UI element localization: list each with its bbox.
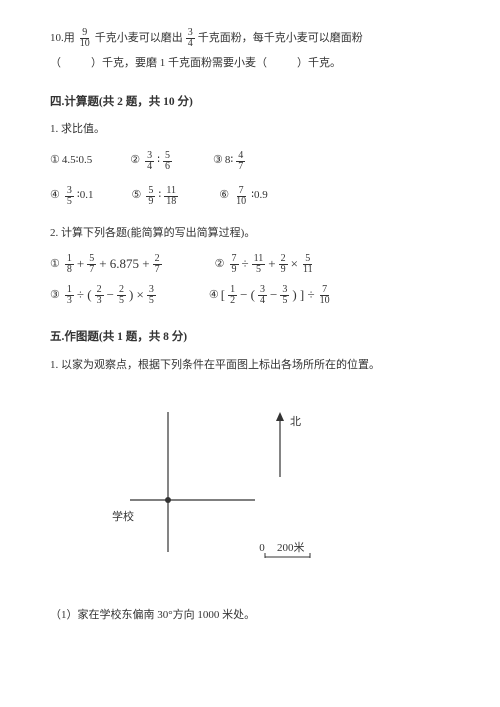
ratio-item-1: ① 4.5∶0.5 — [50, 152, 92, 170]
section5-q1: 1. 以家为观察点，根据下列条件在平面图上标出各场所所在的位置。 — [50, 357, 450, 375]
section5-sub1: （1）家在学校东偏南 30°方向 1000 米处。 — [50, 607, 450, 625]
ratio-row2: ④ 35 ∶0.1 ⑤ 59 ∶ 1118 ⑥ 710 ∶0.9 — [50, 186, 450, 207]
q10-line2: （ ）千克，要磨 1 千克面粉需要小麦（ ）千克。 — [50, 55, 450, 73]
q10-l2a: （ — [50, 55, 61, 73]
svg-text:学校: 学校 — [112, 509, 134, 523]
svg-text:北: 北 — [290, 415, 301, 428]
question-10: 10.用 9 10 千克小麦可以磨出 3 4 千克面粉，每千克小麦可以磨面粉 （… — [50, 28, 450, 73]
svg-text:0: 0 — [259, 542, 265, 554]
ratio-item-2: ② 34 ∶ 56 — [130, 151, 175, 172]
section4-title: 四.计算题(共 2 题，共 10 分) — [50, 93, 450, 111]
ratio-item-3: ③ 8∶ 47 — [213, 151, 248, 172]
ratio-item-4: ④ 35 ∶0.1 — [50, 186, 94, 207]
ratio-row1: ① 4.5∶0.5 ② 34 ∶ 56 ③ 8∶ 47 — [50, 151, 450, 172]
section5-title: 五.作图题(共 1 题，共 8 分) — [50, 328, 450, 346]
svg-text:200米: 200米 — [277, 541, 305, 554]
section4-q2: 2. 计算下列各题(能简算的写出简算过程)。 — [50, 225, 450, 243]
direction-diagram: 学校 北 0 200米 — [110, 392, 320, 572]
calc2-row2: ③ 13 ÷ ( 23 − 25 ) × 35 ④ [ 12 − ( 34 − … — [50, 285, 450, 306]
calc2-row1: ① 18 + 57 + 6.875 + 27 ② 79 ÷ 115 + 29 ×… — [50, 254, 450, 275]
calc2-item-4: ④ [ 12 − ( 34 − 35 ) ] ÷ 710 — [209, 285, 335, 306]
q10-frac2: 3 4 — [186, 28, 195, 49]
calc2-item-3: ③ 13 ÷ ( 23 − 25 ) × 35 — [50, 285, 159, 306]
section4-q1: 1. 求比值。 — [50, 121, 450, 139]
ratio-item-5: ⑤ 59 ∶ 1118 — [132, 186, 182, 207]
q10-l2c: ）千克。 — [297, 55, 341, 73]
q10-mid2: 千克面粉，每千克小麦可以磨面粉 — [198, 30, 363, 48]
calc2-item-2: ② 79 ÷ 115 + 29 × 511 — [215, 254, 318, 275]
ratio-item-6: ⑥ 710 ∶0.9 — [219, 186, 268, 207]
q10-l2b: ）千克，要磨 1 千克面粉需要小麦（ — [91, 55, 267, 73]
q10-line1: 10.用 9 10 千克小麦可以磨出 3 4 千克面粉，每千克小麦可以磨面粉 — [50, 28, 450, 49]
q10-mid1: 千克小麦可以磨出 — [95, 30, 183, 48]
calc2-item-1: ① 18 + 57 + 6.875 + 27 — [50, 254, 165, 275]
diagram-wrapper: 学校 北 0 200米 — [110, 392, 450, 579]
q10-frac1: 9 10 — [78, 28, 92, 49]
q10-prefix: 10.用 — [50, 30, 75, 48]
